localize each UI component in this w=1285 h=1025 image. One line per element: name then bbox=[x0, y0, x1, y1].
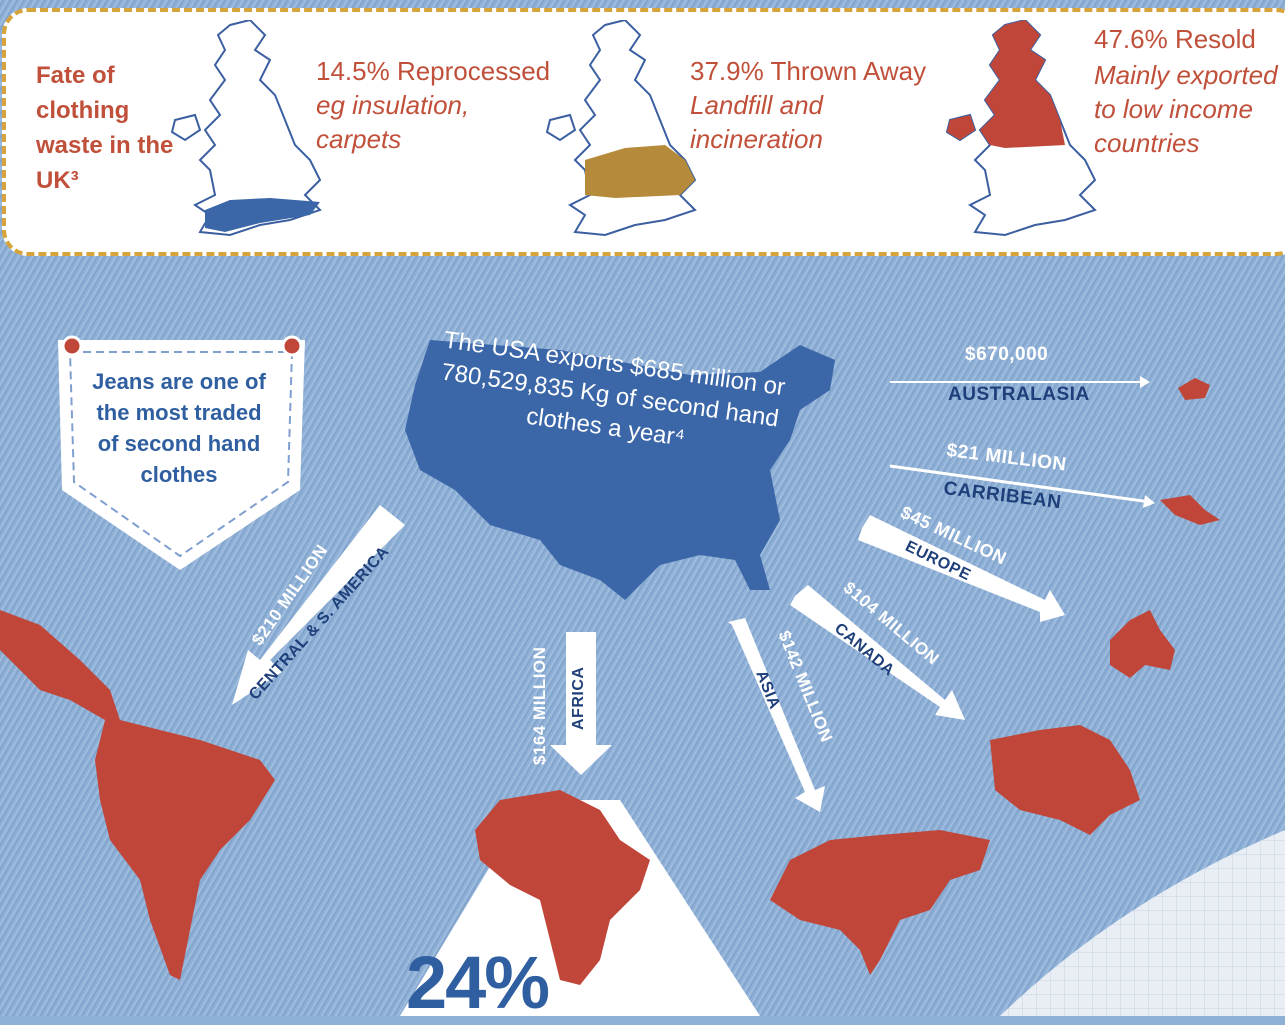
arrow-africa bbox=[550, 632, 612, 775]
grid-paper-corner bbox=[1000, 830, 1285, 1016]
australasia-region: AUSTRALASIA bbox=[948, 384, 1090, 405]
uk-map-resold bbox=[946, 20, 1096, 236]
arrow-canada bbox=[790, 585, 965, 720]
uk-map-thrown-away bbox=[546, 20, 696, 236]
arrow-europe bbox=[858, 515, 1065, 622]
africa-map bbox=[475, 790, 650, 985]
africa-amount: $164 MILLION bbox=[530, 646, 549, 765]
thrown-away-percent: 37.9% Thrown Away bbox=[690, 56, 927, 86]
reprocessed-detail: eg insulation, carpets bbox=[316, 90, 470, 154]
uk-map-reprocessed bbox=[171, 20, 321, 236]
australasia-amount: $670,000 bbox=[965, 344, 1049, 365]
pocket-text: Jeans are one of the most traded of seco… bbox=[92, 369, 266, 487]
arrow-australasia bbox=[890, 376, 1150, 388]
thrown-away-detail: Landfill and incineration bbox=[690, 90, 823, 154]
jeans-pocket bbox=[58, 335, 305, 570]
rivet-icon bbox=[281, 335, 303, 357]
caribbean-map bbox=[1160, 495, 1220, 525]
usa-map bbox=[405, 340, 835, 600]
arrow-asia bbox=[728, 618, 825, 812]
south-america-map bbox=[0, 610, 275, 980]
canada-map bbox=[990, 725, 1140, 835]
asia-map bbox=[770, 830, 990, 975]
reprocessed-percent: 14.5% Reprocessed bbox=[316, 56, 551, 86]
bottom-percent: 24% bbox=[406, 941, 550, 1024]
australasia-map bbox=[1178, 378, 1210, 400]
uk-panel-title: Fate of clothing waste in the UK³ bbox=[36, 62, 174, 194]
arrow-carribean bbox=[889, 464, 1155, 508]
arrow-central-south-america bbox=[232, 505, 405, 705]
rivet-icon bbox=[61, 335, 83, 357]
europe-map bbox=[1110, 610, 1175, 678]
resold-detail: Mainly exported to low income countries bbox=[1094, 60, 1278, 158]
africa-region: AFRICA bbox=[570, 666, 587, 730]
resold-percent: 47.6% Resold bbox=[1094, 24, 1256, 54]
